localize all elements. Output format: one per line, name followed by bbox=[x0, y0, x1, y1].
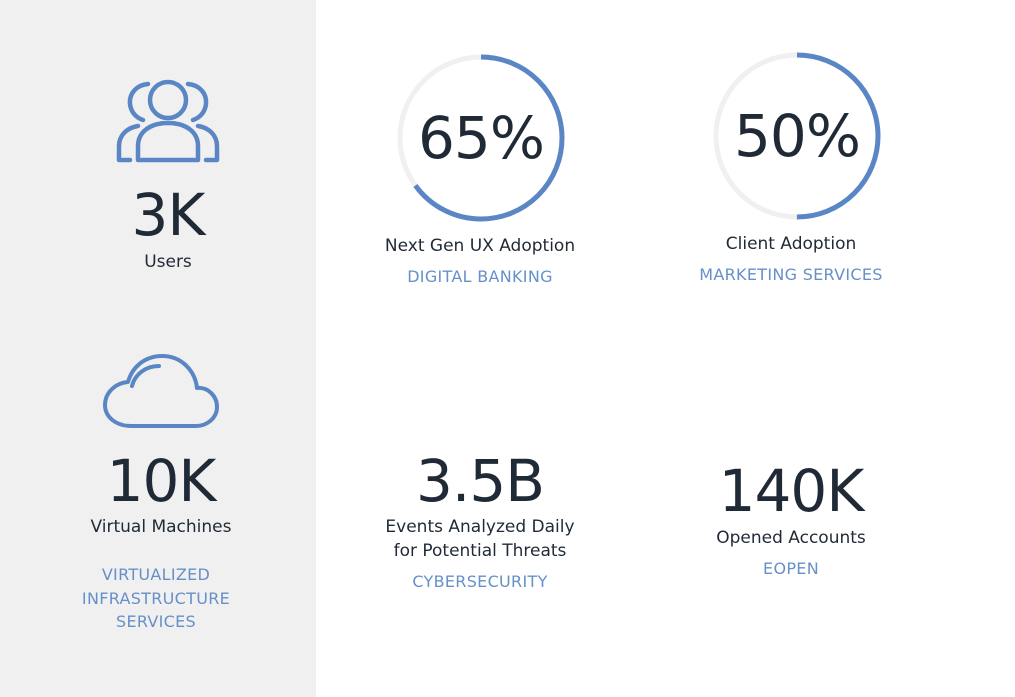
users-icon bbox=[116, 79, 220, 163]
users-stat: 3K Users bbox=[68, 186, 268, 274]
client-value: 50% bbox=[734, 102, 861, 170]
ux-category: DIGITAL BANKING bbox=[407, 267, 553, 286]
events-label: Events Analyzed Daily for Potential Thre… bbox=[360, 515, 600, 563]
vms-stat: 10K Virtual Machines VIRTUALIZED INFRAST… bbox=[60, 452, 262, 634]
ux-value: 65% bbox=[418, 104, 545, 172]
events-stat: 3.5B Events Analyzed Daily for Potential… bbox=[360, 452, 600, 594]
client-label: Client Adoption bbox=[725, 234, 857, 254]
accounts-label: Opened Accounts bbox=[716, 528, 866, 548]
events-value: 3.5B bbox=[415, 447, 545, 515]
vms-value: 10K bbox=[106, 447, 217, 515]
vms-category-line: INFRASTRUCTURE bbox=[81, 588, 231, 608]
accounts-stat: 140K Opened Accounts EOPEN bbox=[681, 462, 901, 581]
ux-stat: Next Gen UX Adoption DIGITAL BANKING bbox=[370, 234, 590, 289]
accounts-category: EOPEN bbox=[763, 559, 819, 578]
ux-label: Next Gen UX Adoption bbox=[384, 236, 576, 256]
events-label-line: for Potential Threats bbox=[393, 541, 567, 561]
vms-category-line: SERVICES bbox=[115, 612, 196, 631]
client-stat: Client Adoption MARKETING SERVICES bbox=[681, 232, 901, 287]
ux-progress-ring bbox=[397, 54, 565, 222]
vms-category-line: VIRTUALIZED bbox=[101, 565, 211, 584]
vms-category: VIRTUALIZED INFRASTRUCTURE SERVICES bbox=[50, 563, 262, 634]
users-label: Users bbox=[144, 252, 192, 272]
events-category: CYBERSECURITY bbox=[412, 572, 548, 591]
users-value: 3K bbox=[131, 181, 206, 249]
cloud-icon bbox=[103, 354, 219, 428]
vms-label: Virtual Machines bbox=[90, 517, 232, 537]
ring-progress-arc bbox=[397, 54, 565, 222]
ring-progress-arc bbox=[713, 52, 881, 220]
client-category: MARKETING SERVICES bbox=[699, 265, 883, 284]
client-progress-ring bbox=[713, 52, 881, 220]
events-label-line: Events Analyzed Daily bbox=[385, 517, 575, 537]
accounts-value: 140K bbox=[718, 457, 865, 525]
